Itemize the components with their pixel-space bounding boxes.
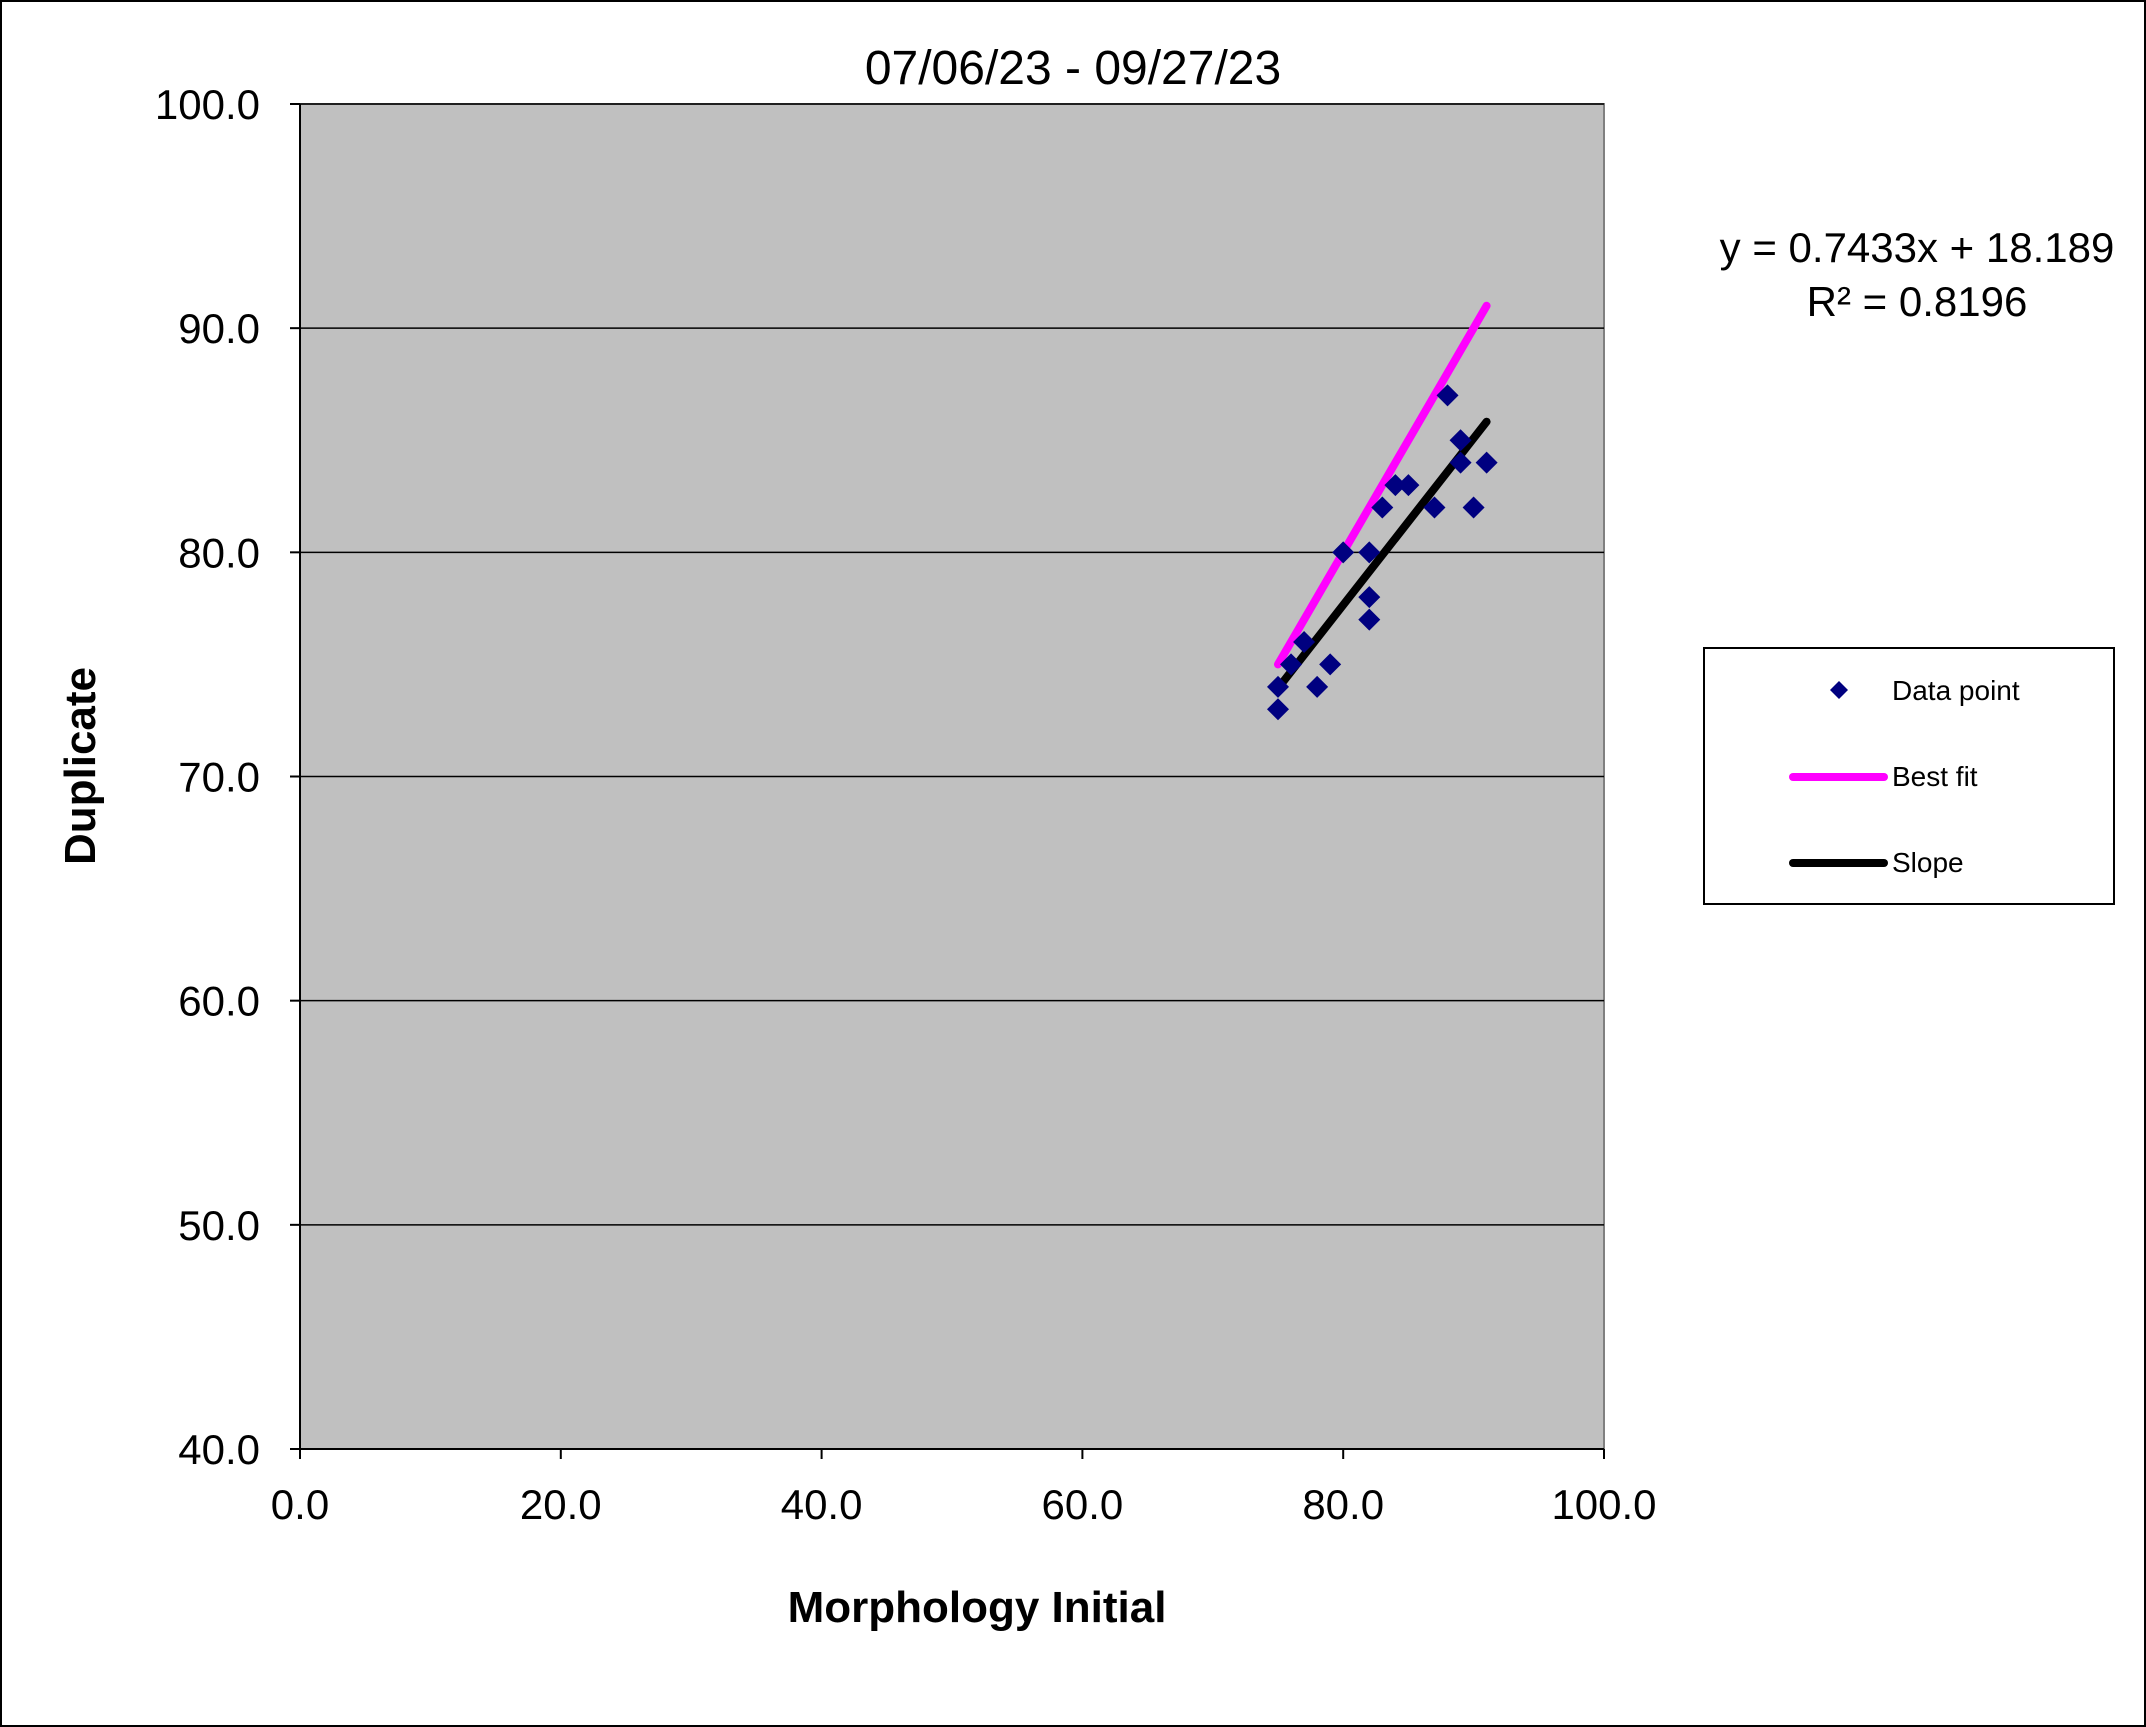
data-point-marker xyxy=(1397,474,1420,497)
data-point-marker xyxy=(1449,451,1472,474)
series-line-best-fit xyxy=(1274,301,1491,669)
r-squared-label: R² = 0.8196 xyxy=(1807,278,2028,325)
data-point-marker xyxy=(1358,608,1381,631)
x-tick-label: 100.0 xyxy=(1551,1481,1656,1528)
x-tick-label: 20.0 xyxy=(520,1481,602,1528)
data-point-marker xyxy=(1358,586,1381,609)
data-point-marker xyxy=(1267,698,1289,721)
data-point-marker xyxy=(1332,541,1355,564)
chart-title: 07/06/23 - 09/27/23 xyxy=(865,42,1281,95)
data-point-marker xyxy=(1293,631,1316,653)
x-tick-label: 0.0 xyxy=(271,1481,329,1528)
y-tick-label: 50.0 xyxy=(178,1202,260,1249)
y-axis-ticks: 40.0 50.0 60.0 70.0 80.0 90.0 100.0 xyxy=(155,81,300,1473)
legend-label-data-point: Data point xyxy=(1892,675,2020,706)
trendline-equation: y = 0.7433x + 18.189 xyxy=(1720,224,2115,271)
data-point-marker xyxy=(1475,451,1498,474)
data-point-marker xyxy=(1423,496,1446,519)
y-tick-label: 70.0 xyxy=(178,754,260,801)
x-axis-label: Morphology Initial xyxy=(788,1583,1167,1632)
x-axis-ticks: 0.0 20.0 40.0 60.0 80.0 100.0 xyxy=(271,1449,1657,1528)
data-point-marker xyxy=(1436,384,1459,407)
y-tick-label: 40.0 xyxy=(178,1426,260,1473)
legend-box xyxy=(1703,647,2115,905)
legend-diamond-marker xyxy=(1830,681,1848,699)
y-tick-label: 80.0 xyxy=(178,529,260,576)
data-point-marker xyxy=(1306,675,1329,698)
data-point-marker xyxy=(1384,474,1407,497)
legend-label-best-fit: Best fit xyxy=(1892,761,1978,792)
y-axis-label: Duplicate xyxy=(56,667,105,865)
data-point-marker xyxy=(1319,653,1342,676)
data-markers xyxy=(1267,384,1498,721)
legend: Data point Best fit Slope xyxy=(1703,647,2115,905)
legend-label-slope: Slope xyxy=(1892,847,1964,878)
data-point-marker xyxy=(1462,496,1485,519)
y-tick-label: 100.0 xyxy=(155,81,260,128)
data-point-marker xyxy=(1358,541,1381,564)
x-tick-label: 40.0 xyxy=(781,1481,863,1528)
y-tick-label: 60.0 xyxy=(178,978,260,1025)
x-tick-label: 60.0 xyxy=(1042,1481,1124,1528)
y-tick-label: 90.0 xyxy=(178,305,260,352)
data-point-marker xyxy=(1371,496,1394,519)
data-point-marker xyxy=(1280,653,1303,676)
data-point-marker xyxy=(1267,675,1289,698)
data-point-marker xyxy=(1449,429,1472,452)
x-tick-label: 80.0 xyxy=(1302,1481,1384,1528)
